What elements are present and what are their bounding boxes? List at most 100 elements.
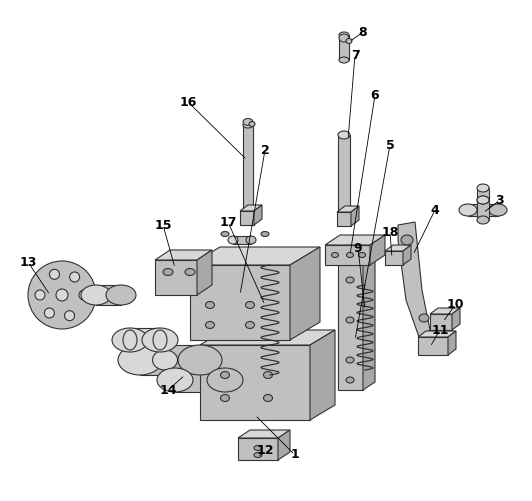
Ellipse shape — [346, 377, 354, 383]
Text: 18: 18 — [381, 225, 398, 238]
Polygon shape — [233, 236, 251, 244]
Polygon shape — [243, 125, 253, 215]
Polygon shape — [477, 200, 489, 220]
Ellipse shape — [338, 216, 350, 224]
Ellipse shape — [205, 302, 214, 309]
Ellipse shape — [489, 204, 507, 216]
Ellipse shape — [346, 357, 354, 363]
Polygon shape — [325, 235, 385, 245]
Polygon shape — [175, 368, 225, 392]
Ellipse shape — [419, 314, 429, 322]
Polygon shape — [96, 285, 121, 305]
Ellipse shape — [477, 196, 489, 204]
Text: 16: 16 — [179, 96, 197, 109]
Polygon shape — [155, 250, 212, 260]
Ellipse shape — [220, 394, 229, 401]
Polygon shape — [190, 247, 320, 265]
Polygon shape — [385, 245, 411, 251]
Ellipse shape — [123, 330, 137, 350]
Polygon shape — [254, 205, 262, 225]
Text: 6: 6 — [371, 89, 379, 102]
Ellipse shape — [245, 302, 254, 309]
Polygon shape — [448, 331, 456, 355]
Polygon shape — [418, 331, 456, 337]
Polygon shape — [325, 245, 370, 265]
Polygon shape — [370, 235, 385, 265]
Polygon shape — [351, 206, 359, 226]
Text: 14: 14 — [159, 383, 177, 396]
Ellipse shape — [157, 368, 193, 392]
Polygon shape — [337, 206, 359, 212]
Polygon shape — [338, 257, 375, 265]
Polygon shape — [418, 337, 448, 355]
Ellipse shape — [338, 131, 350, 139]
Text: 9: 9 — [354, 241, 362, 255]
Ellipse shape — [346, 39, 352, 44]
Ellipse shape — [178, 345, 222, 375]
Ellipse shape — [339, 34, 349, 42]
Ellipse shape — [477, 184, 489, 192]
Ellipse shape — [243, 119, 253, 125]
Text: 7: 7 — [351, 49, 360, 62]
Ellipse shape — [401, 235, 413, 245]
Ellipse shape — [346, 253, 353, 258]
Ellipse shape — [44, 308, 54, 318]
Polygon shape — [155, 260, 197, 295]
Ellipse shape — [106, 285, 136, 305]
Polygon shape — [337, 212, 351, 226]
Polygon shape — [477, 188, 489, 200]
Ellipse shape — [28, 261, 96, 329]
Ellipse shape — [112, 328, 148, 352]
Polygon shape — [339, 35, 349, 60]
Ellipse shape — [459, 204, 477, 216]
Ellipse shape — [243, 212, 253, 218]
Polygon shape — [238, 430, 290, 438]
Ellipse shape — [249, 122, 255, 126]
Ellipse shape — [246, 236, 256, 244]
Polygon shape — [190, 265, 290, 340]
Text: 13: 13 — [19, 256, 37, 269]
Ellipse shape — [243, 122, 253, 128]
Ellipse shape — [64, 311, 74, 321]
Text: 12: 12 — [256, 443, 274, 456]
Ellipse shape — [79, 290, 89, 300]
Polygon shape — [278, 430, 290, 460]
Polygon shape — [130, 328, 160, 352]
Text: 17: 17 — [219, 215, 237, 228]
Text: 15: 15 — [154, 218, 172, 231]
Ellipse shape — [331, 253, 338, 258]
Ellipse shape — [339, 57, 349, 63]
Polygon shape — [468, 204, 498, 216]
Polygon shape — [238, 438, 278, 460]
Polygon shape — [403, 245, 411, 265]
Polygon shape — [363, 257, 375, 390]
Ellipse shape — [207, 368, 243, 392]
Ellipse shape — [56, 289, 68, 301]
Ellipse shape — [245, 322, 254, 329]
Ellipse shape — [185, 269, 195, 276]
Ellipse shape — [254, 452, 262, 457]
Polygon shape — [385, 251, 403, 265]
Polygon shape — [310, 330, 335, 420]
Text: 3: 3 — [496, 193, 504, 206]
Ellipse shape — [263, 372, 272, 378]
Polygon shape — [338, 135, 350, 220]
Polygon shape — [398, 222, 430, 340]
Polygon shape — [200, 330, 335, 345]
Polygon shape — [430, 314, 452, 330]
Ellipse shape — [35, 290, 45, 300]
Polygon shape — [430, 308, 460, 314]
Ellipse shape — [118, 345, 162, 375]
Ellipse shape — [346, 317, 354, 323]
Polygon shape — [140, 345, 200, 375]
Ellipse shape — [163, 269, 173, 276]
Text: 5: 5 — [386, 138, 394, 151]
Ellipse shape — [254, 445, 262, 450]
Ellipse shape — [142, 328, 178, 352]
Polygon shape — [240, 205, 262, 211]
Ellipse shape — [153, 350, 178, 370]
Ellipse shape — [221, 231, 229, 236]
Text: 4: 4 — [430, 203, 439, 216]
Polygon shape — [452, 308, 460, 330]
Ellipse shape — [81, 285, 111, 305]
